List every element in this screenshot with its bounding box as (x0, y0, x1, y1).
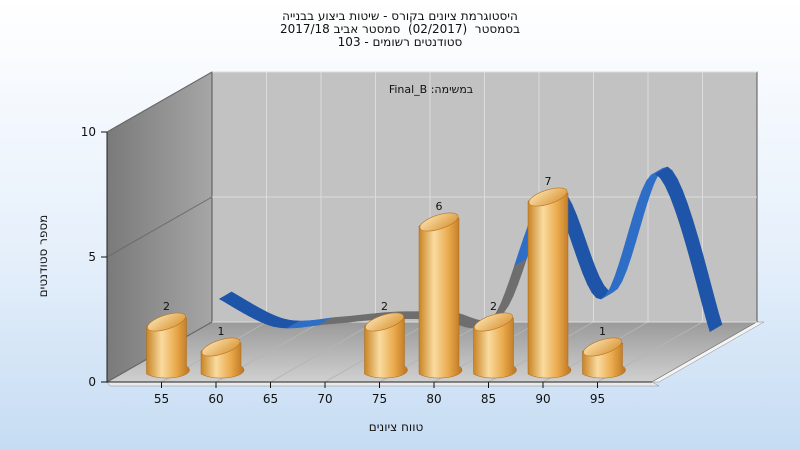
bar (527, 187, 572, 379)
x-axis-title: טווח ציונים (369, 420, 424, 434)
bar-data-label: 2 (490, 300, 497, 313)
right-bevel (651, 321, 765, 383)
x-tick-label: 95 (590, 392, 605, 406)
grid-line-wall (106, 196, 213, 258)
chart-title-line-3: סטודנטים רשומים - 103 (337, 35, 463, 49)
front-bevel (106, 381, 660, 387)
chart-title-line-2: בסמסטר (02/2017) סמסטר אביב 2017/18 (279, 22, 521, 36)
bar-cap (583, 337, 622, 357)
bar-data-label: 6 (436, 200, 443, 213)
bar-cap (365, 312, 404, 332)
bar-body (146, 317, 190, 379)
bar-data-label: 2 (381, 300, 388, 313)
bar-data-label: 7 (545, 175, 552, 188)
bar-data-label: 1 (218, 325, 225, 338)
bar-body (473, 317, 517, 379)
line-ribbon-segment (707, 315, 723, 332)
x-tick-label: 85 (481, 392, 496, 406)
bar (146, 312, 190, 379)
grid-line-floor (270, 321, 376, 383)
bar-cap (419, 212, 459, 232)
y-tick-label: 0 (88, 375, 96, 389)
x-tick-label: 60 (208, 392, 223, 406)
x-tick-label: 70 (317, 392, 332, 406)
chart-title-line-1: היסטוגרמת ציונים בקורס - שיטות ביצוע בבנ… (282, 9, 518, 23)
x-tick-label: 75 (372, 392, 387, 406)
bar (364, 312, 408, 379)
bar (582, 337, 626, 379)
x-tick-label: 90 (535, 392, 550, 406)
bar-cap (528, 187, 568, 207)
bar-cap (201, 337, 241, 357)
bar-cap (474, 312, 513, 332)
bar (473, 312, 517, 379)
bar-body (364, 317, 408, 379)
chart-annotation: במשימה: Final_B (389, 83, 473, 96)
grid-line-wall (106, 71, 213, 133)
bar-data-label: 1 (599, 325, 606, 338)
chart-title: היסטוגרמת ציונים בקורס - שיטות ביצוע בבנ… (0, 10, 800, 49)
bar-cap (147, 312, 186, 332)
bar-body (527, 192, 572, 379)
y-tick-label: 5 (88, 250, 96, 264)
y-axis-title: מספר סטודנטים (36, 215, 50, 298)
x-tick-label: 65 (263, 392, 278, 406)
bar-data-label: 2 (163, 300, 170, 313)
y-tick-label: 10 (81, 125, 96, 139)
x-tick-label: 80 (426, 392, 441, 406)
x-tick-label: 55 (154, 392, 169, 406)
bar (418, 212, 463, 379)
bars-group: 2 1 2 6 2 7 1 (146, 175, 626, 379)
bar-body (418, 217, 463, 379)
bar (200, 337, 245, 379)
tick-labels: 0 5 10 55 60 65 70 75 80 85 90 95 (81, 125, 652, 406)
